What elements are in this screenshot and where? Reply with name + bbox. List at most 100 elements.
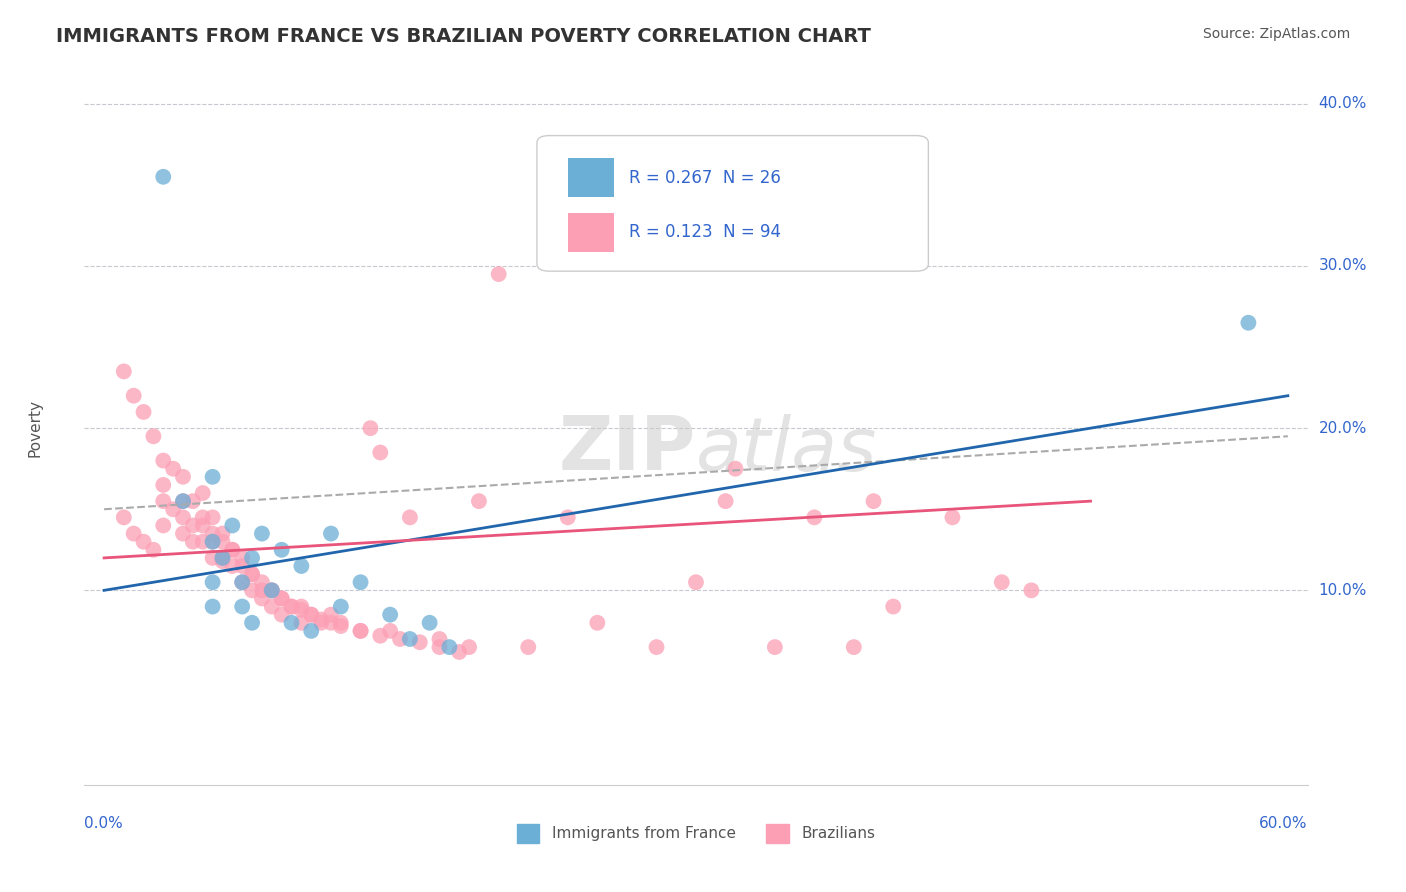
Point: [329, 599, 352, 614]
Point: [201, 526, 224, 541]
Point: [172, 494, 194, 508]
Point: [152, 518, 174, 533]
Point: [152, 453, 174, 467]
Point: [488, 267, 510, 281]
Point: [842, 640, 865, 654]
Text: 20.0%: 20.0%: [1319, 421, 1367, 435]
Point: [231, 575, 253, 590]
Point: [162, 502, 184, 516]
Point: [172, 470, 194, 484]
Point: [221, 542, 243, 557]
Legend: Immigrants from France, Brazilians: Immigrants from France, Brazilians: [510, 818, 882, 848]
Point: [299, 607, 322, 622]
Point: [112, 510, 135, 524]
Point: [201, 510, 224, 524]
Text: 30.0%: 30.0%: [1319, 259, 1367, 274]
Point: [240, 567, 263, 582]
Point: [181, 494, 204, 508]
Point: [172, 526, 194, 541]
Point: [517, 640, 540, 654]
Point: [399, 632, 422, 646]
Point: [122, 526, 145, 541]
Point: [280, 599, 302, 614]
Point: [132, 405, 155, 419]
Point: [112, 364, 135, 378]
Point: [231, 550, 253, 565]
Point: [250, 583, 273, 598]
Point: [260, 599, 283, 614]
Point: [458, 640, 481, 654]
Point: [429, 640, 451, 654]
Point: [270, 591, 292, 606]
Point: [240, 550, 263, 565]
Point: [329, 619, 352, 633]
Point: [409, 635, 432, 649]
Point: [299, 607, 322, 622]
Point: [181, 534, 204, 549]
Point: [191, 510, 214, 524]
Point: [152, 478, 174, 492]
Point: [349, 624, 371, 638]
Point: [250, 575, 273, 590]
Text: 10.0%: 10.0%: [1319, 582, 1367, 598]
Point: [181, 518, 204, 533]
Point: [329, 615, 352, 630]
Point: [240, 615, 263, 630]
Point: [389, 632, 412, 646]
Point: [201, 575, 224, 590]
Point: [359, 421, 381, 435]
Point: [645, 640, 668, 654]
Point: [231, 559, 253, 574]
Point: [862, 494, 884, 508]
Text: Source: ZipAtlas.com: Source: ZipAtlas.com: [1202, 27, 1350, 41]
Point: [319, 615, 342, 630]
Point: [468, 494, 491, 508]
Point: [221, 559, 243, 574]
Point: [309, 613, 332, 627]
Point: [191, 534, 214, 549]
Point: [240, 567, 263, 582]
Point: [280, 599, 302, 614]
Point: [231, 575, 253, 590]
Point: [250, 526, 273, 541]
Point: [882, 599, 904, 614]
Point: [240, 583, 263, 598]
Point: [211, 534, 233, 549]
Text: Poverty: Poverty: [28, 399, 44, 458]
Point: [152, 169, 174, 184]
Text: 40.0%: 40.0%: [1319, 96, 1367, 112]
Point: [299, 624, 322, 638]
Point: [290, 603, 312, 617]
Point: [586, 615, 609, 630]
Text: IMMIGRANTS FROM FRANCE VS BRAZILIAN POVERTY CORRELATION CHART: IMMIGRANTS FROM FRANCE VS BRAZILIAN POVE…: [56, 27, 872, 45]
Point: [260, 583, 283, 598]
Point: [201, 550, 224, 565]
Point: [368, 445, 391, 459]
Point: [429, 632, 451, 646]
Point: [260, 583, 283, 598]
Point: [260, 583, 283, 598]
FancyBboxPatch shape: [537, 136, 928, 271]
Text: 60.0%: 60.0%: [1260, 816, 1308, 830]
Point: [290, 599, 312, 614]
Point: [991, 575, 1014, 590]
Point: [280, 615, 302, 630]
Point: [1021, 583, 1043, 598]
Point: [231, 599, 253, 614]
Point: [309, 615, 332, 630]
Point: [399, 510, 422, 524]
Bar: [568, 213, 614, 252]
Point: [349, 575, 371, 590]
Point: [221, 542, 243, 557]
Point: [201, 599, 224, 614]
Point: [142, 429, 165, 443]
Text: R = 0.123  N = 94: R = 0.123 N = 94: [628, 224, 780, 242]
Point: [714, 494, 737, 508]
Point: [191, 518, 214, 533]
Point: [685, 575, 707, 590]
Point: [319, 526, 342, 541]
Point: [368, 629, 391, 643]
Point: [270, 542, 292, 557]
Point: [419, 615, 441, 630]
Point: [201, 534, 224, 549]
